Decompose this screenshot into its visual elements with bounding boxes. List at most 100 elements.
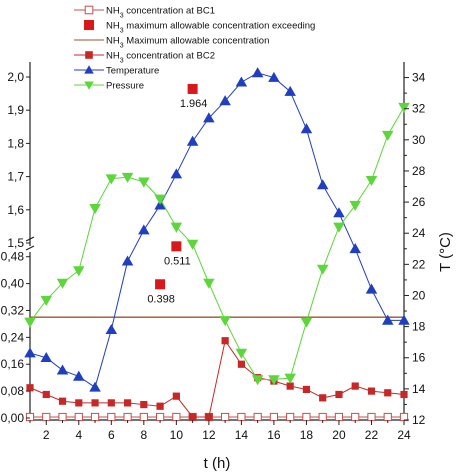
data-point [367,412,376,422]
data-point [56,278,69,289]
data-point [89,204,101,215]
right-tick-label: 26 [412,195,426,209]
data-point [251,67,264,78]
exceeding-points-layer: 0.398 0.511 1.964 [147,83,207,305]
x-tick-label: 10 [170,428,184,442]
x-tick-label: 12 [202,428,216,442]
data-point [56,364,69,375]
left-tick-label: 0,48 [1,250,25,264]
left-tick-label: 1,7 [7,170,24,184]
data-point [105,174,118,185]
x-tick-label: 6 [108,428,115,442]
data-point [155,412,165,422]
data-point [351,382,359,390]
data-point [123,399,132,407]
data-point [140,400,148,409]
x-tick-label: 14 [235,428,249,442]
right-tick-label: 30 [412,133,426,147]
data-point [107,412,116,422]
data-point [269,412,279,422]
data-point [333,222,345,233]
data-point [319,394,327,402]
data-point [172,392,180,400]
data-point [170,168,183,179]
legend-item: Pressure [74,81,144,92]
data-point [221,337,229,345]
exceeding-point [171,241,182,252]
data-point [351,412,360,422]
data-point [300,317,313,328]
data-point [170,222,183,233]
data-point [384,389,392,397]
legend-item: NH3 maximum allowable concentration exce… [84,20,315,34]
legend-swatch-marker [84,20,94,30]
legend-item: Temperature [74,65,159,77]
right-tick-label: 28 [412,164,426,178]
left-tick-label: 0,32 [1,303,25,317]
exceeding-point [187,83,198,94]
left-tick-label: 0,00 [1,411,25,425]
data-point [235,76,248,87]
data-point [40,295,53,306]
data-point [367,387,376,395]
x-tick-label: 4 [75,428,82,442]
data-point [123,412,132,422]
data-point [205,413,213,421]
x-tick-label: 16 [267,428,281,442]
exceeding-point-label: 0.511 [164,255,191,267]
data-point [219,95,231,106]
data-point [398,102,410,113]
legend-label: Pressure [106,81,144,92]
right-tick-label: 18 [412,320,426,334]
right-tick-label: 32 [412,102,426,116]
x-tick-label: 20 [332,428,346,442]
legend-item: NH3 Maximum allowable concentration [74,36,269,49]
x-tick-label: 18 [300,428,314,442]
x-tick-label: 22 [365,428,379,442]
data-point [302,385,311,394]
series-line [29,339,405,418]
data-point [251,375,264,386]
legend-label: NH3 maximum allowable concentration exce… [106,21,315,35]
exceeding-point [155,279,166,290]
data-point [383,412,392,422]
data-point [73,266,85,277]
data-point [316,264,329,275]
data-point [138,224,150,235]
x-tick-label: 8 [140,428,147,442]
exceeding-point-label: 0.398 [147,293,175,305]
left-tick-label: 1,5 [7,236,24,250]
right-tick-label: 16 [412,351,426,365]
series-nh3-concentration-at-bc2 [26,337,408,421]
data-point [268,71,280,82]
axes-layer: 2 4 6 8 10 12 14 16 18 20 22 240,000,080,160,240,32… [1,70,426,442]
data-point [73,370,85,381]
right-tick-label: 34 [412,71,426,85]
right-tick-label: 22 [412,257,426,271]
left-tick-label: 1,8 [7,136,24,150]
data-point [349,200,361,211]
data-point [318,412,327,422]
data-point [24,317,36,328]
data-point [221,412,230,422]
legend-swatch-marker [84,5,94,15]
left-tick-label: 0,16 [1,357,25,371]
data-point [286,382,294,390]
data-point [58,397,67,405]
data-point [365,283,378,294]
data-point [121,172,134,183]
data-point [203,112,215,123]
plot-frame [25,62,405,421]
left-tick-label: 0,24 [1,330,25,344]
data-point [189,413,197,421]
x-tick-label: 2 [43,428,50,442]
legend-item: NH3 concentration at BC2 [74,51,215,64]
data-point [284,373,296,384]
data-point [400,390,408,399]
data-point [398,314,410,325]
data-point [186,135,199,146]
data-point [365,175,378,187]
data-point [219,316,231,327]
